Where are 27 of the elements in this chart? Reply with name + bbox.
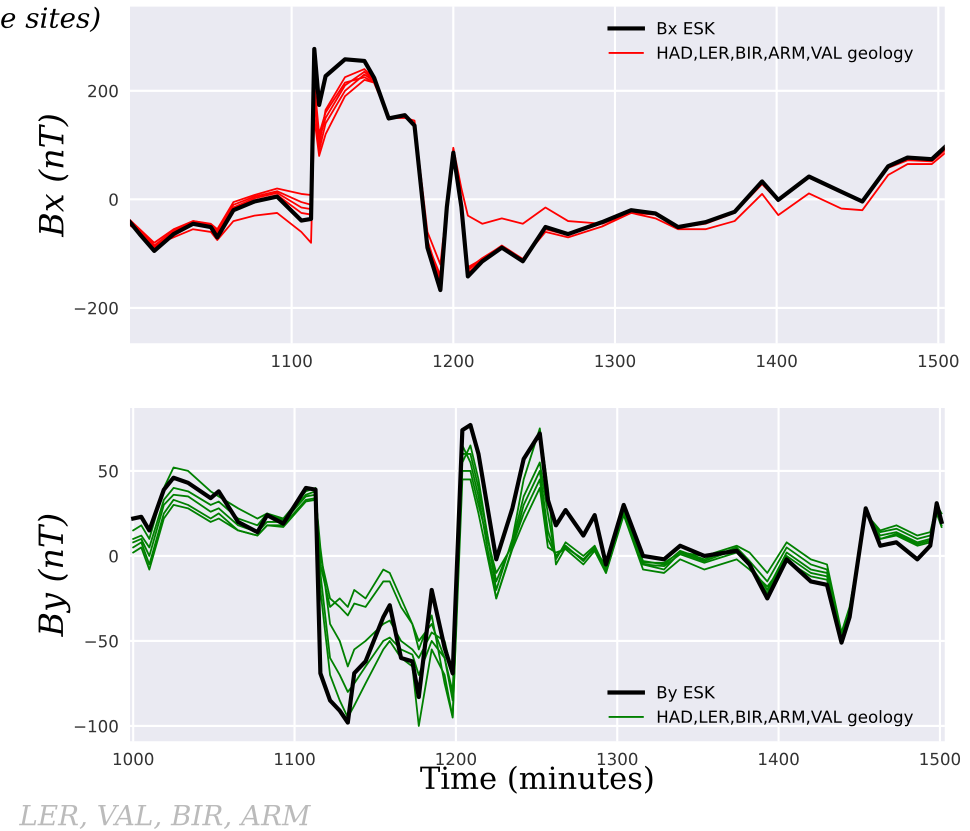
y-tick-label: 200 <box>88 84 118 98</box>
legend-label: Bx ESK <box>658 22 716 35</box>
text: e sites) <box>1 6 100 32</box>
legend-label: By ESK <box>658 686 716 702</box>
x-tick-label: 1100 <box>272 354 312 368</box>
x-tick-label: 1300 <box>596 354 636 368</box>
legend-label: HAD,LER,BIR,ARM,VAL geology <box>658 710 913 726</box>
x-tick-label: 1200 <box>434 354 474 368</box>
y-tick-label: 50 <box>98 464 118 478</box>
x-tick-label: 1100 <box>275 752 315 766</box>
y-tick-label: 0 <box>109 550 118 563</box>
y-tick-label: −50 <box>85 634 118 648</box>
x-axis-title: Time (minutes) <box>420 766 652 794</box>
y-axis-title: Bx (nT) <box>38 115 69 238</box>
y-tick-label: −100 <box>74 720 118 733</box>
x-tick-label: 1400 <box>757 354 797 368</box>
x-tick-label: 1400 <box>759 752 799 766</box>
x-tick-label: 1000 <box>114 752 154 766</box>
legend-label: HAD,LER,BIR,ARM,VAL geology <box>658 46 913 62</box>
x-tick-label: 1500 <box>920 752 960 766</box>
x-tick-label: 1200 <box>436 752 476 766</box>
y-tick-label: −200 <box>74 302 118 314</box>
x-tick-label: 1500 <box>918 354 958 368</box>
text: LER, VAL, BIR, ARM <box>18 804 311 830</box>
y-tick-label: 0 <box>109 193 118 206</box>
y-axis-title: By (nT) <box>38 514 70 637</box>
x-tick-label: 1300 <box>598 752 638 766</box>
